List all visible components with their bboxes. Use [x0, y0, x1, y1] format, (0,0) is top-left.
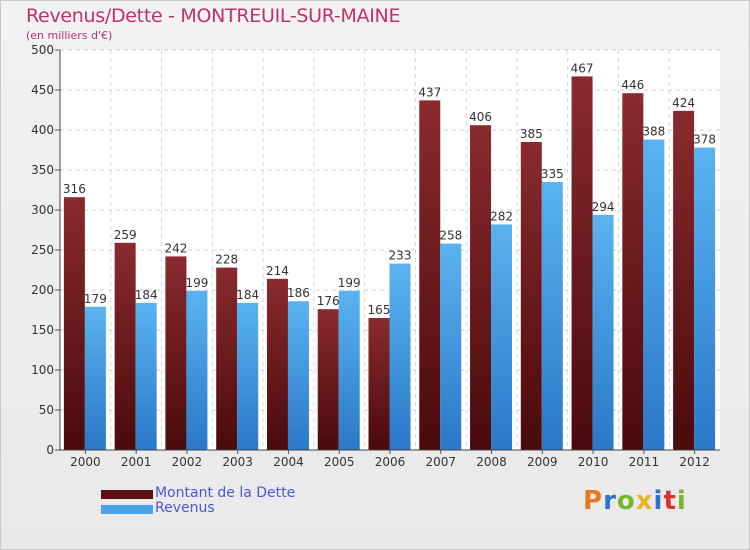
data-label-revenus: 282: [490, 209, 513, 223]
data-label-revenus: 388: [642, 125, 665, 139]
x-tick-label: 2001: [121, 455, 152, 469]
logo-letter: o: [616, 486, 636, 516]
bar-revenus: [541, 182, 563, 450]
y-tick-label: 250: [31, 243, 54, 257]
data-label-revenus: 186: [287, 286, 310, 300]
x-tick-label: 2010: [578, 455, 609, 469]
bar-dette: [114, 242, 136, 450]
x-tick-label: 2007: [425, 455, 456, 469]
bar-dette: [622, 93, 644, 450]
data-label-revenus: 199: [338, 276, 361, 290]
data-label-dette: 259: [114, 228, 137, 242]
bar-revenus: [694, 147, 716, 450]
data-label-dette: 228: [215, 253, 238, 267]
chart-title: Revenus/Dette - MONTREUIL-SUR-MAINE: [26, 5, 401, 27]
data-label-revenus: 258: [439, 229, 462, 243]
y-tick-label: 0: [46, 443, 54, 457]
x-tick-label: 2003: [222, 455, 253, 469]
logo-letter: i: [653, 486, 664, 516]
chart-subtitle: (en milliers d'€): [26, 29, 113, 42]
bar-dette: [419, 100, 441, 451]
bar-revenus: [186, 290, 208, 450]
data-label-revenus: 233: [389, 249, 412, 263]
data-label-dette: 467: [571, 61, 594, 75]
data-label-dette: 385: [520, 127, 543, 141]
bar-revenus: [84, 306, 106, 450]
logo-letter: P: [583, 486, 604, 516]
bar-revenus: [491, 224, 513, 450]
logo-letter: i: [676, 486, 687, 516]
data-label-dette: 316: [63, 182, 86, 196]
data-label-dette: 437: [418, 85, 441, 99]
logo-letter: t: [663, 486, 677, 516]
data-label-dette: 242: [164, 241, 187, 255]
bar-dette: [470, 125, 492, 450]
data-label-revenus: 335: [541, 167, 564, 181]
bar-revenus: [237, 302, 259, 450]
bar-revenus: [135, 302, 157, 450]
bar-dette: [368, 318, 390, 450]
x-tick-label: 2006: [375, 455, 406, 469]
y-tick-label: 450: [31, 83, 54, 97]
data-label-revenus: 294: [592, 200, 615, 214]
bar-revenus: [338, 290, 360, 450]
x-tick-label: 2004: [273, 455, 304, 469]
bar-dette: [673, 110, 695, 451]
y-tick-label: 150: [31, 323, 54, 337]
data-label-revenus: 199: [185, 276, 208, 290]
x-tick-label: 2000: [70, 455, 101, 469]
data-label-dette: 176: [317, 294, 340, 308]
data-label-dette: 446: [621, 78, 644, 92]
proxiti-logo: Proxiti: [583, 486, 687, 516]
data-label-dette: 406: [469, 110, 492, 124]
x-tick-label: 2002: [172, 455, 203, 469]
x-tick-label: 2008: [476, 455, 507, 469]
x-tick-label: 2012: [679, 455, 710, 469]
bar-dette: [63, 197, 85, 450]
y-tick-label: 50: [39, 403, 54, 417]
data-label-revenus: 179: [84, 292, 107, 306]
bar-revenus: [643, 139, 665, 450]
legend-label-dette: Montant de la Dette: [155, 485, 296, 501]
data-label-revenus: 378: [693, 133, 716, 147]
legend-label-revenus: Revenus: [155, 500, 215, 516]
data-label-revenus: 184: [135, 288, 158, 302]
bar-dette: [266, 278, 288, 450]
bar-dette: [216, 267, 238, 450]
y-tick-label: 350: [31, 163, 54, 177]
legend-swatch-dette: [101, 490, 153, 499]
data-label-revenus: 184: [236, 288, 259, 302]
x-tick-label: 2011: [629, 455, 660, 469]
logo-letter: r: [603, 486, 617, 516]
bars: [63, 76, 716, 451]
bar-revenus: [440, 243, 462, 450]
data-labels: 316 179 259 184 242 199 228 184 214 186 176 199 165 2…: [63, 61, 716, 317]
bar-dette: [571, 76, 593, 451]
x-tick-label: 2009: [527, 455, 558, 469]
legend-swatch-revenus: [101, 505, 153, 514]
x-tick-label: 2005: [324, 455, 355, 469]
y-tick-label: 500: [31, 43, 54, 57]
logo-letter: x: [635, 486, 654, 516]
bar-revenus: [592, 214, 614, 450]
y-tick-label: 100: [31, 363, 54, 377]
bar-dette: [165, 256, 187, 450]
y-tick-label: 300: [31, 203, 54, 217]
bar-dette: [520, 142, 542, 450]
data-label-dette: 214: [266, 264, 289, 278]
bar-dette: [317, 309, 339, 450]
data-label-dette: 424: [672, 96, 695, 110]
y-tick-label: 400: [31, 123, 54, 137]
y-tick-label: 200: [31, 283, 54, 297]
bar-revenus: [389, 263, 411, 450]
data-label-dette: 165: [368, 303, 391, 317]
axes: 0 50 100 150 200 250 300 350 400 450 500 2000 2001 20…: [31, 43, 720, 469]
bar-revenus: [287, 301, 309, 450]
